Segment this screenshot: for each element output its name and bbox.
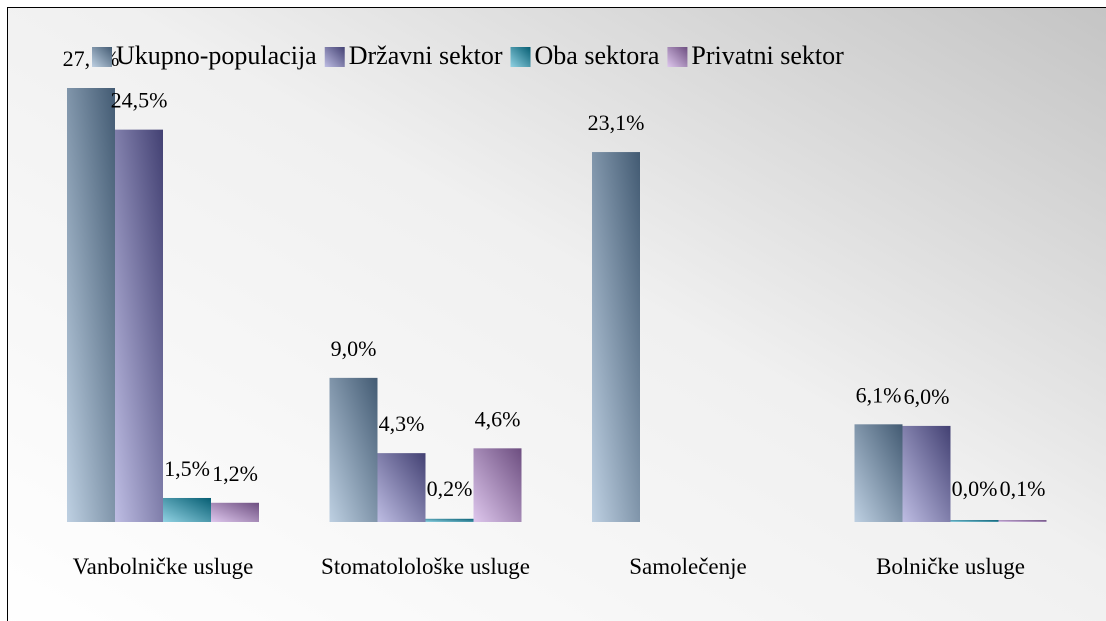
bar xyxy=(425,518,474,522)
data-label: 6,0% xyxy=(904,384,950,409)
legend-swatch xyxy=(92,47,112,67)
data-label: 0,0% xyxy=(952,476,998,501)
bar xyxy=(902,425,951,522)
plot-frame xyxy=(7,7,1106,621)
legend-swatch xyxy=(324,47,345,67)
bar xyxy=(854,424,903,522)
x-tick-label: Vanbolničke usluge xyxy=(72,554,254,579)
bar xyxy=(998,520,1047,522)
data-label: 6,1% xyxy=(856,382,902,407)
data-label: 23,1% xyxy=(588,110,645,135)
legend-swatch xyxy=(667,47,688,67)
legend-label: Oba sektora xyxy=(535,41,660,70)
data-label: 0,1% xyxy=(1000,476,1046,501)
data-label: 24,5% xyxy=(111,88,168,113)
bar xyxy=(950,520,999,522)
legend-label: Državni sektor xyxy=(349,41,503,70)
bar xyxy=(377,453,426,522)
x-tick-label: Samolečenje xyxy=(629,554,747,579)
data-label: 4,3% xyxy=(379,411,425,436)
bar xyxy=(115,129,163,523)
x-tick-label: Stomatolološke usluge xyxy=(321,554,530,579)
legend-label: Privatni sektor xyxy=(691,41,844,70)
legend-label: Ukupno-populacija xyxy=(116,41,317,70)
bar xyxy=(163,497,211,522)
data-label: 4,6% xyxy=(475,406,521,431)
data-label: 1,5% xyxy=(164,456,210,481)
data-label: 9,0% xyxy=(331,336,377,361)
data-label: 0,2% xyxy=(427,476,473,501)
bar xyxy=(211,502,259,522)
bar xyxy=(473,448,522,522)
data-label: 1,2% xyxy=(212,461,258,486)
bar xyxy=(67,88,115,522)
bar xyxy=(592,152,640,523)
legend-swatch xyxy=(510,47,531,67)
x-tick-label: Bolničke usluge xyxy=(876,554,1025,579)
bar xyxy=(329,377,378,522)
